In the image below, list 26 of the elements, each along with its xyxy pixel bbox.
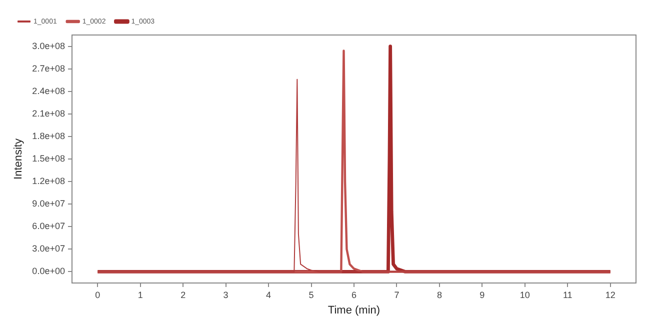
y-tick-label: 3.0e+07 [32,244,65,254]
y-tick-label: 3.0e+08 [32,40,65,51]
x-tick-label: 6 [351,290,356,300]
x-tick-label: 11 [562,290,572,300]
x-tick-label: 7 [394,290,400,300]
x-tick-label: 4 [266,290,272,300]
x-tick-label: 1 [138,290,143,300]
x-tick-label: 0 [95,290,100,300]
x-tick-label: 5 [308,290,314,300]
x-tick-label: 8 [436,290,442,300]
y-tick-label: 2.1e+08 [32,108,65,118]
x-tick-label: 10 [520,290,530,300]
y-tick-label: 1.2e+08 [32,176,65,186]
y-tick-label: 9.0e+07 [32,198,65,209]
x-tick-label: 9 [480,290,485,300]
y-tick-label: 1.5e+08 [32,153,65,164]
y-tick-label: 0.0e+00 [32,266,65,276]
x-axis-title: Time (min) [328,304,380,316]
x-tick-label: 12 [605,290,616,300]
y-tick-label: 6.0e+07 [32,221,65,232]
y-tick-label: 2.4e+08 [32,86,65,96]
y-axis-title: Intensity [12,138,25,180]
x-tick-label: 2 [180,290,186,300]
y-tick-label: 2.7e+08 [32,63,65,74]
y-tick-label: 1.8e+08 [32,130,65,141]
x-tick-label: 3 [223,290,228,300]
